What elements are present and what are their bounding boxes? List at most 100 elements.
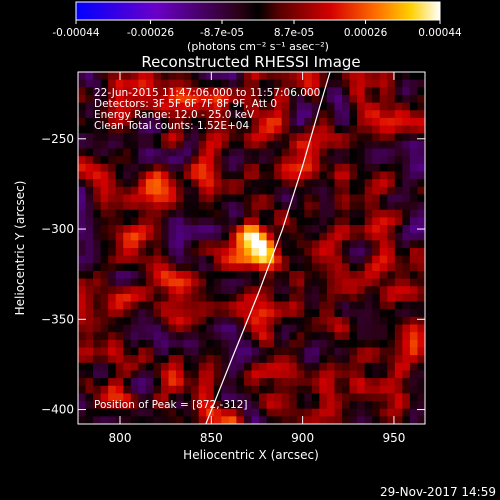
heatmap-cell <box>213 232 222 241</box>
heatmap-cell <box>342 324 351 333</box>
heatmap-cell <box>372 416 381 424</box>
heatmap-cell <box>372 248 381 257</box>
heatmap-cell <box>259 72 268 81</box>
heatmap-cell <box>417 301 425 310</box>
heatmap-cell <box>372 278 381 287</box>
heatmap-cell <box>176 309 185 318</box>
heatmap-cell <box>296 148 305 157</box>
heatmap-cell <box>206 378 215 387</box>
heatmap-cell <box>236 209 245 218</box>
heatmap-cell <box>228 117 238 127</box>
heatmap-cell <box>251 110 260 119</box>
heatmap-cell <box>259 293 268 303</box>
heatmap-cell <box>349 385 358 394</box>
heatmap-cell <box>342 385 351 394</box>
heatmap-cell <box>123 94 132 104</box>
heatmap-cell <box>243 87 253 96</box>
heatmap-cell <box>281 194 290 203</box>
heatmap-cell <box>334 416 343 424</box>
heatmap-cell <box>191 278 200 287</box>
heatmap-cell <box>296 110 305 119</box>
heatmap-cell <box>100 293 109 303</box>
heatmap-cell <box>123 125 132 134</box>
heatmap-cell <box>266 232 275 241</box>
heatmap-cell <box>160 72 170 81</box>
heatmap-cell <box>206 102 215 111</box>
heatmap-cell <box>402 232 411 241</box>
heatmap-cell <box>191 217 200 226</box>
heatmap-cell <box>191 339 200 349</box>
heatmap-cell <box>108 79 117 88</box>
heatmap-cell <box>191 232 200 241</box>
heatmap-cell <box>289 378 298 387</box>
heatmap-cell <box>243 355 253 364</box>
heatmap-cell <box>251 79 260 88</box>
heatmap-cell <box>357 339 366 349</box>
heatmap-cell <box>100 194 109 203</box>
heatmap-cell <box>228 248 238 257</box>
heatmap-cell <box>409 362 419 372</box>
heatmap-cell <box>266 186 275 196</box>
heatmap-cell <box>296 347 305 356</box>
heatmap-cell <box>394 79 403 88</box>
heatmap-cell <box>357 171 366 180</box>
heatmap-cell <box>289 286 298 295</box>
heatmap-cell <box>138 293 147 303</box>
heatmap-cell <box>281 286 290 295</box>
heatmap-cell <box>311 171 320 180</box>
heatmap-cell <box>296 362 305 372</box>
heatmap-cell <box>342 72 351 81</box>
heatmap-cell <box>266 332 275 341</box>
heatmap-cell <box>153 378 162 387</box>
heatmap-cell <box>213 362 222 372</box>
annotation-clean-counts: Clean Total counts: 1.52E+04 <box>94 120 249 132</box>
heatmap-cell <box>108 171 117 180</box>
heatmap-cell <box>296 79 305 88</box>
heatmap-cell <box>78 316 87 326</box>
heatmap-cell <box>319 94 328 104</box>
heatmap-cell <box>394 301 403 310</box>
heatmap-cell <box>115 293 124 303</box>
heatmap-cell <box>123 332 132 341</box>
heatmap-cell <box>402 110 411 119</box>
heatmap-cell <box>357 163 366 173</box>
heatmap-cell <box>409 72 419 81</box>
heatmap-cell <box>85 355 94 364</box>
heatmap-cell <box>123 171 132 180</box>
heatmap-cell <box>259 225 268 234</box>
heatmap-cell <box>334 179 343 188</box>
heatmap-cell <box>100 87 109 96</box>
heatmap-cell <box>138 362 147 372</box>
heatmap-cell <box>93 217 102 226</box>
heatmap-cell <box>228 102 238 111</box>
heatmap-cell <box>296 156 305 165</box>
heatmap-cell <box>266 263 275 272</box>
heatmap-cell <box>160 148 170 157</box>
heatmap-cell <box>153 156 162 165</box>
heatmap-cell <box>228 408 238 417</box>
heatmap-cell <box>176 225 185 234</box>
heatmap-cell <box>296 278 305 287</box>
heatmap-cell <box>243 72 253 81</box>
heatmap-cell <box>78 309 87 318</box>
heatmap-cell <box>334 393 343 402</box>
heatmap-cell <box>236 401 245 410</box>
heatmap-cell <box>281 263 290 272</box>
heatmap-cell <box>304 408 313 417</box>
heatmap-cell <box>266 339 275 349</box>
heatmap-cell <box>274 179 283 188</box>
heatmap-cell <box>138 355 147 364</box>
heatmap-cell <box>236 286 245 295</box>
heatmap-cell <box>379 94 388 104</box>
heatmap-cell <box>409 87 419 96</box>
heatmap-cell <box>221 416 230 424</box>
heatmap-cell <box>304 94 313 104</box>
heatmap-cell <box>364 79 373 88</box>
heatmap-cell <box>387 110 396 119</box>
heatmap-cell <box>115 278 124 287</box>
heatmap-cell <box>387 148 396 157</box>
heatmap-cell <box>281 324 290 333</box>
heatmap-cell <box>251 163 260 173</box>
heatmap-cell <box>191 248 200 257</box>
heatmap-cell <box>243 94 253 104</box>
